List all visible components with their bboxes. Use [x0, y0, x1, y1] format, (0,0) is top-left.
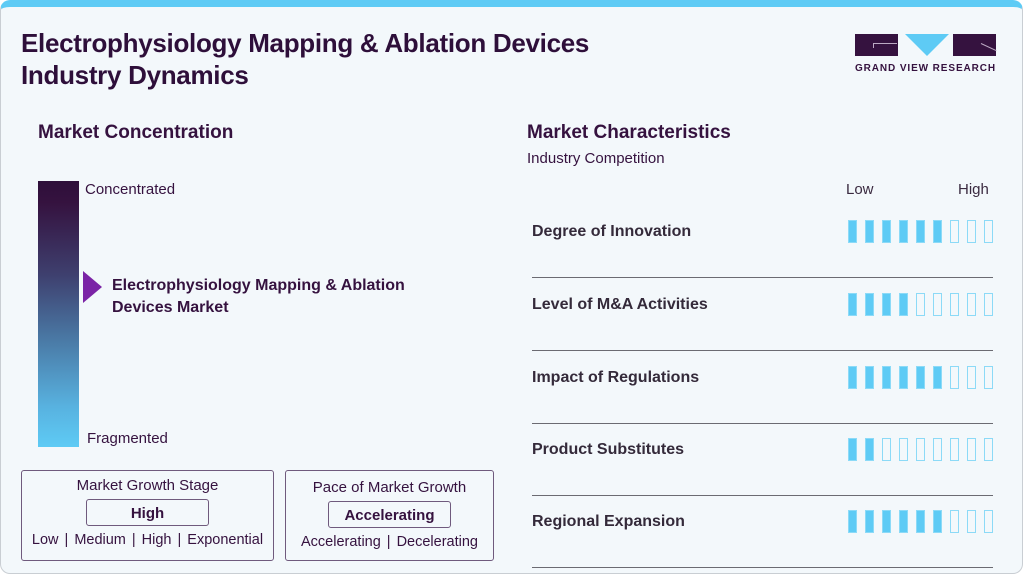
rating-bar-empty — [984, 438, 993, 461]
growth-stage-heading: Market Growth Stage — [76, 477, 219, 494]
growth-pace-options: Accelerating | Decelerating — [286, 534, 493, 550]
characteristic-row: Regional Expansion — [532, 496, 993, 568]
rating-bar-empty — [967, 366, 976, 389]
rating-bar-empty — [967, 438, 976, 461]
rating-bar-empty — [984, 293, 993, 316]
rating-bar-filled — [933, 366, 942, 389]
separator: | — [386, 534, 391, 550]
rating-bar-empty — [984, 366, 993, 389]
option-accelerating: Accelerating — [301, 534, 381, 550]
rating-bar-filled — [899, 366, 908, 389]
growth-pace-value: Accelerating — [328, 501, 451, 528]
rating-bar-filled — [848, 366, 857, 389]
concentrated-label: Concentrated — [85, 181, 176, 198]
market-concentration-heading: Market Concentration — [38, 122, 234, 143]
rating-bar-empty — [933, 438, 942, 461]
rating-bar-filled — [899, 220, 908, 243]
logo-v-triangle-icon — [905, 34, 949, 56]
rating-bar-filled — [882, 293, 891, 316]
market-name-label: Electrophysiology Mapping & Ablation Dev… — [112, 277, 405, 316]
rating-bar-filled — [899, 510, 908, 533]
triangle-right-icon — [83, 271, 102, 303]
characteristic-row: Degree of Innovation — [532, 206, 993, 278]
growth-pace-heading: Pace of Market Growth — [312, 479, 467, 496]
separator: | — [64, 532, 69, 548]
market-characteristics-heading: Market Characteristics — [527, 122, 731, 143]
rating-bar-empty — [916, 438, 925, 461]
option-high: High — [141, 532, 172, 548]
rating-bar-filled — [848, 510, 857, 533]
rating-bar-filled — [933, 220, 942, 243]
option-low: Low — [31, 532, 59, 548]
fragmented-label: Fragmented — [87, 430, 168, 447]
separator: | — [131, 532, 136, 548]
rating-bar-filled — [916, 220, 925, 243]
market-growth-stage-box: Market Growth Stage High Low | Medium | High… — [21, 470, 274, 561]
scale-low-label: Low — [846, 181, 874, 198]
growth-stage-value: High — [86, 499, 209, 526]
characteristic-row: Product Substitutes — [532, 424, 993, 496]
rating-bar-filled — [865, 293, 874, 316]
rating-bar-filled — [865, 510, 874, 533]
rating-bar-filled — [933, 510, 942, 533]
rating-bar-filled — [865, 366, 874, 389]
rating-bar-empty — [967, 220, 976, 243]
characteristic-label: Level of M&A Activities — [532, 296, 708, 313]
rating-bar-empty — [984, 220, 993, 243]
characteristic-row: Level of M&A Activities — [532, 279, 993, 351]
characteristic-row: Impact of Regulations — [532, 352, 993, 424]
characteristic-label: Product Substitutes — [532, 441, 685, 458]
rating-bar-filled — [865, 438, 874, 461]
rating-bars — [848, 510, 993, 533]
rating-bar-empty — [899, 438, 908, 461]
growth-stage-options: Low | Medium | High | Exponential — [22, 532, 273, 548]
rating-bar-empty — [916, 293, 925, 316]
logo-g-block-icon — [855, 34, 898, 56]
rating-bar-empty — [984, 510, 993, 533]
rating-bar-filled — [848, 438, 857, 461]
rating-bar-empty — [967, 510, 976, 533]
characteristic-label: Impact of Regulations — [532, 369, 700, 386]
industry-competition-subheading: Industry Competition — [527, 150, 665, 167]
rating-bars — [848, 293, 993, 316]
rating-bar-filled — [899, 293, 908, 316]
rating-bar-empty — [882, 438, 891, 461]
rating-bar-filled — [882, 366, 891, 389]
rating-bar-empty — [950, 220, 959, 243]
option-medium: Medium — [74, 532, 126, 548]
option-exponential: Exponential — [187, 532, 264, 548]
title-line-1: Electrophysiology Mapping & Ablation Dev… — [21, 28, 590, 58]
rating-bar-empty — [950, 438, 959, 461]
logo-g-stem — [873, 43, 874, 48]
rating-bar-empty — [950, 293, 959, 316]
rating-bar-filled — [865, 220, 874, 243]
rating-bar-empty — [933, 293, 942, 316]
grand-view-research-logo: GRAND VIEW RESEARCH — [853, 29, 998, 79]
rating-bar-empty — [950, 366, 959, 389]
separator: | — [177, 532, 182, 548]
rating-bars — [848, 438, 993, 461]
rating-bars — [848, 366, 993, 389]
page-title: Electrophysiology Mapping & Ablation Dev… — [21, 27, 589, 91]
rating-bar-filled — [916, 366, 925, 389]
concentration-gradient-bar — [38, 181, 79, 447]
rating-bar-filled — [848, 220, 857, 243]
rating-bar-filled — [882, 220, 891, 243]
rating-bar-filled — [848, 293, 857, 316]
characteristic-label: Regional Expansion — [532, 513, 685, 530]
rating-bars — [848, 220, 993, 243]
rating-bar-filled — [916, 510, 925, 533]
characteristic-label: Degree of Innovation — [532, 223, 692, 240]
rating-bar-empty — [950, 510, 959, 533]
rating-bar-empty — [967, 293, 976, 316]
title-line-2: Industry Dynamics — [21, 60, 249, 90]
scale-high-label: High — [958, 181, 989, 198]
logo-text: GRAND VIEW RESEARCH — [855, 63, 996, 74]
option-decelerating: Decelerating — [396, 534, 478, 550]
rating-bar-filled — [882, 510, 891, 533]
logo-g-line — [873, 43, 897, 44]
pace-of-market-growth-box: Pace of Market Growth Accelerating Accel… — [285, 470, 494, 561]
logo-r-block-icon — [953, 34, 996, 56]
